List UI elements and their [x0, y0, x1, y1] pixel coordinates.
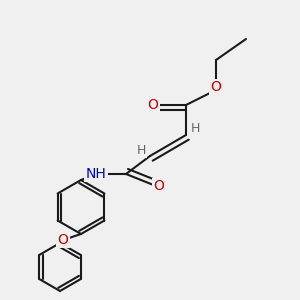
Text: O: O — [148, 98, 158, 112]
Text: NH: NH — [85, 167, 106, 181]
Text: H: H — [190, 122, 200, 136]
Text: O: O — [58, 233, 68, 247]
Text: O: O — [211, 80, 221, 94]
Text: O: O — [154, 179, 164, 193]
Text: H: H — [136, 143, 146, 157]
